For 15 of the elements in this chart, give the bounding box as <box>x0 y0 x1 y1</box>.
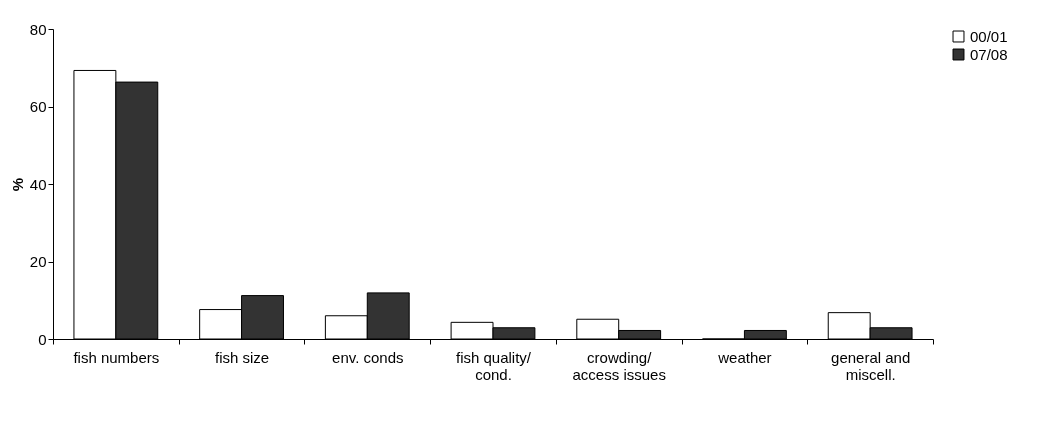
x-tick-label: general and miscell. <box>831 348 911 383</box>
legend-label: 00/01 <box>970 27 1008 45</box>
x-tick-label: env. conds <box>332 348 404 366</box>
y-tick-label: 60 <box>29 98 47 115</box>
y-tick-label: 40 <box>29 175 47 193</box>
x-tick-label: fish quality/ cond. <box>455 348 532 383</box>
y-axis-title: % <box>8 177 26 192</box>
x-tick-label: fish size <box>214 348 270 366</box>
y-tick-label: 20 <box>29 253 47 270</box>
y-tick-label: 0 <box>38 330 47 348</box>
x-tick-label: crowding/ access issues <box>572 348 666 383</box>
x-tick-label: fish numbers <box>73 348 160 366</box>
y-tick-label: 80 <box>29 20 47 38</box>
x-tick-label: weather <box>717 348 772 366</box>
legend-label: 07/08 <box>970 45 1008 63</box>
